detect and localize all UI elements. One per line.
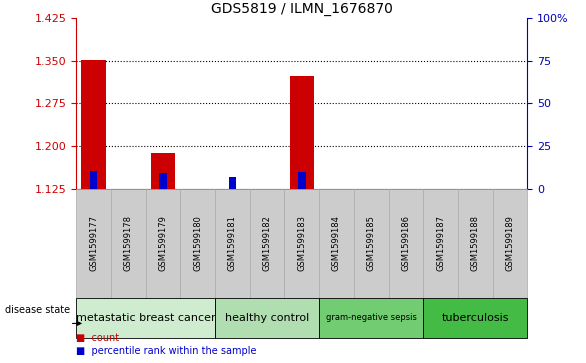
Bar <box>250 189 284 298</box>
Text: GSM1599179: GSM1599179 <box>158 215 168 271</box>
Text: GSM1599180: GSM1599180 <box>193 215 202 271</box>
Text: disease state: disease state <box>5 305 70 315</box>
Text: gram-negative sepsis: gram-negative sepsis <box>326 313 417 322</box>
Bar <box>319 298 423 338</box>
Text: GSM1599182: GSM1599182 <box>263 215 271 271</box>
Bar <box>458 189 493 298</box>
Bar <box>159 172 167 189</box>
Bar <box>284 189 319 298</box>
Bar <box>81 60 105 189</box>
Bar <box>180 189 215 298</box>
Bar <box>423 298 527 338</box>
Bar <box>145 189 180 298</box>
Text: GSM1599188: GSM1599188 <box>471 215 480 271</box>
Bar <box>215 298 319 338</box>
Text: ■  percentile rank within the sample: ■ percentile rank within the sample <box>76 346 257 356</box>
Bar <box>423 189 458 298</box>
Text: GSM1599186: GSM1599186 <box>401 215 410 271</box>
Text: healthy control: healthy control <box>225 313 309 323</box>
Text: GSM1599189: GSM1599189 <box>506 215 515 271</box>
Bar <box>289 76 314 189</box>
Text: ■  count: ■ count <box>76 333 120 343</box>
Bar <box>76 298 215 338</box>
Bar <box>354 189 389 298</box>
Text: GSM1599185: GSM1599185 <box>367 215 376 271</box>
Text: GSM1599178: GSM1599178 <box>124 215 133 271</box>
Bar <box>76 189 111 298</box>
Bar <box>389 189 423 298</box>
FancyArrowPatch shape <box>73 322 81 325</box>
Bar <box>493 189 527 298</box>
Title: GDS5819 / ILMN_1676870: GDS5819 / ILMN_1676870 <box>211 2 393 16</box>
Text: GSM1599183: GSM1599183 <box>297 215 306 271</box>
Bar <box>111 189 145 298</box>
Text: GSM1599184: GSM1599184 <box>332 215 341 271</box>
Bar <box>319 189 354 298</box>
Bar <box>90 171 97 189</box>
Bar <box>151 153 175 189</box>
Text: metastatic breast cancer: metastatic breast cancer <box>76 313 216 323</box>
Bar <box>229 177 236 189</box>
Bar <box>215 189 250 298</box>
Text: GSM1599177: GSM1599177 <box>89 215 98 271</box>
Bar <box>298 172 306 189</box>
Text: GSM1599181: GSM1599181 <box>228 215 237 271</box>
Text: tuberculosis: tuberculosis <box>442 313 509 323</box>
Text: GSM1599187: GSM1599187 <box>436 215 445 271</box>
